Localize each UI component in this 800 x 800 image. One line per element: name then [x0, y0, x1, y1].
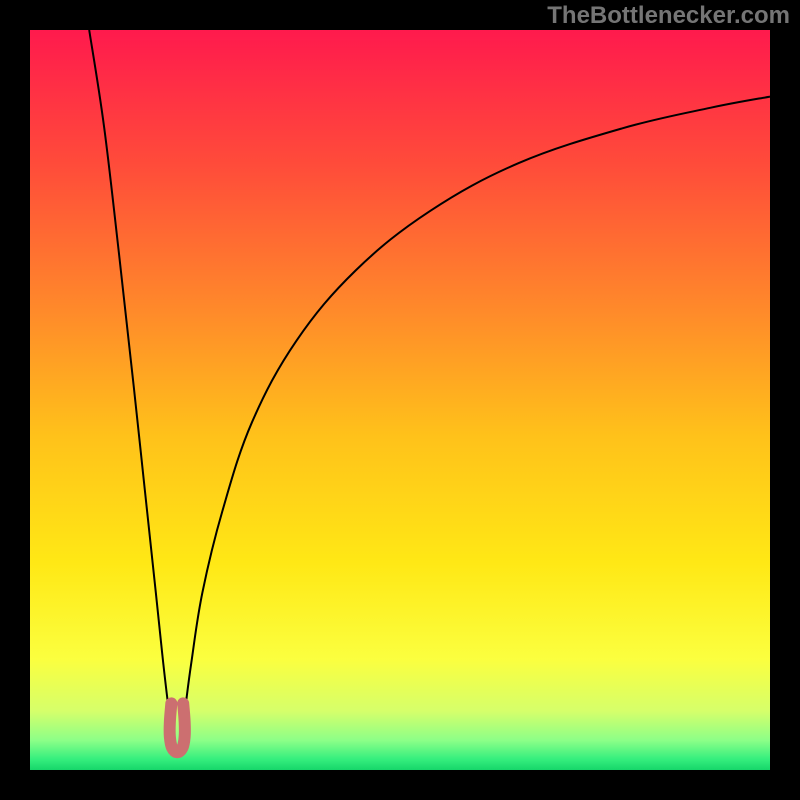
plot-area	[30, 30, 770, 770]
bottleneck-chart	[0, 0, 800, 800]
chart-container: TheBottlenecker.com	[0, 0, 800, 800]
watermark-text: TheBottlenecker.com	[547, 2, 790, 30]
